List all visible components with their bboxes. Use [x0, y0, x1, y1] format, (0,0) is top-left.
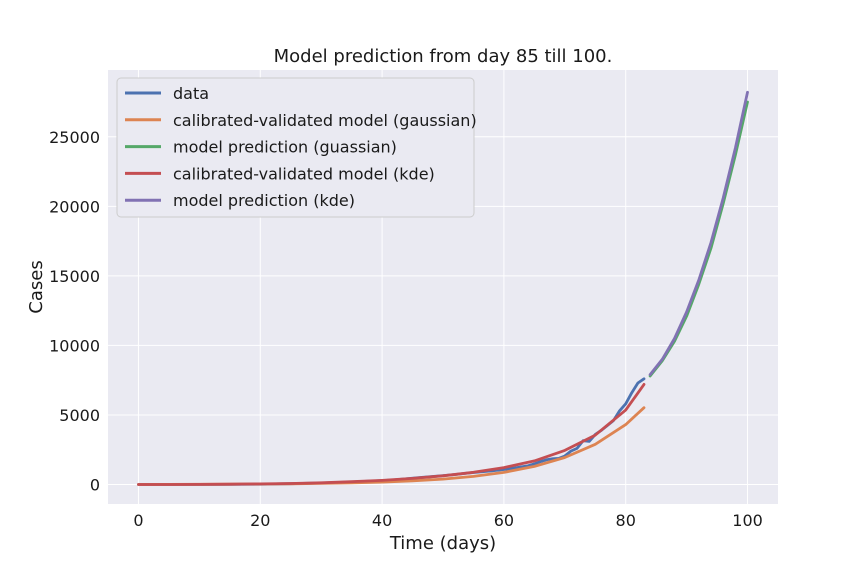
x-tick-label: 60	[494, 511, 514, 530]
chart-title: Model prediction from day 85 till 100.	[274, 46, 613, 67]
legend-label: calibrated-validated model (kde)	[173, 164, 435, 183]
legend-label: calibrated-validated model (gaussian)	[173, 111, 477, 130]
x-tick-label: 40	[372, 511, 392, 530]
tick-labels: 0 20 40 60 80 100 0 5000 10000 15000 20000 25000	[49, 128, 763, 530]
series-lines	[137, 90, 749, 486]
x-tick-label: 20	[250, 511, 270, 530]
y-tick-label: 25000	[49, 128, 100, 147]
legend-label: model prediction (kde)	[173, 191, 355, 210]
x-tick-label: 0	[133, 511, 143, 530]
y-tick-label: 0	[90, 476, 100, 495]
y-tick-label: 20000	[49, 197, 100, 216]
y-tick-label: 5000	[59, 406, 100, 425]
legend-box	[116, 77, 475, 218]
y-axis-label: Cases	[26, 260, 47, 313]
x-axis-label: Time (days)	[389, 533, 496, 554]
y-tick-label: 10000	[49, 336, 100, 355]
x-tick-label: 80	[616, 511, 636, 530]
y-tick-label: 15000	[49, 267, 100, 286]
series-line-3	[137, 382, 646, 486]
legend-label: data	[173, 84, 209, 103]
x-tick-label: 100	[732, 511, 763, 530]
series-line-4	[648, 90, 749, 377]
legend-label: model prediction (guassian)	[173, 138, 397, 157]
legend: data calibrated-validated model (gaussian…	[116, 77, 477, 218]
